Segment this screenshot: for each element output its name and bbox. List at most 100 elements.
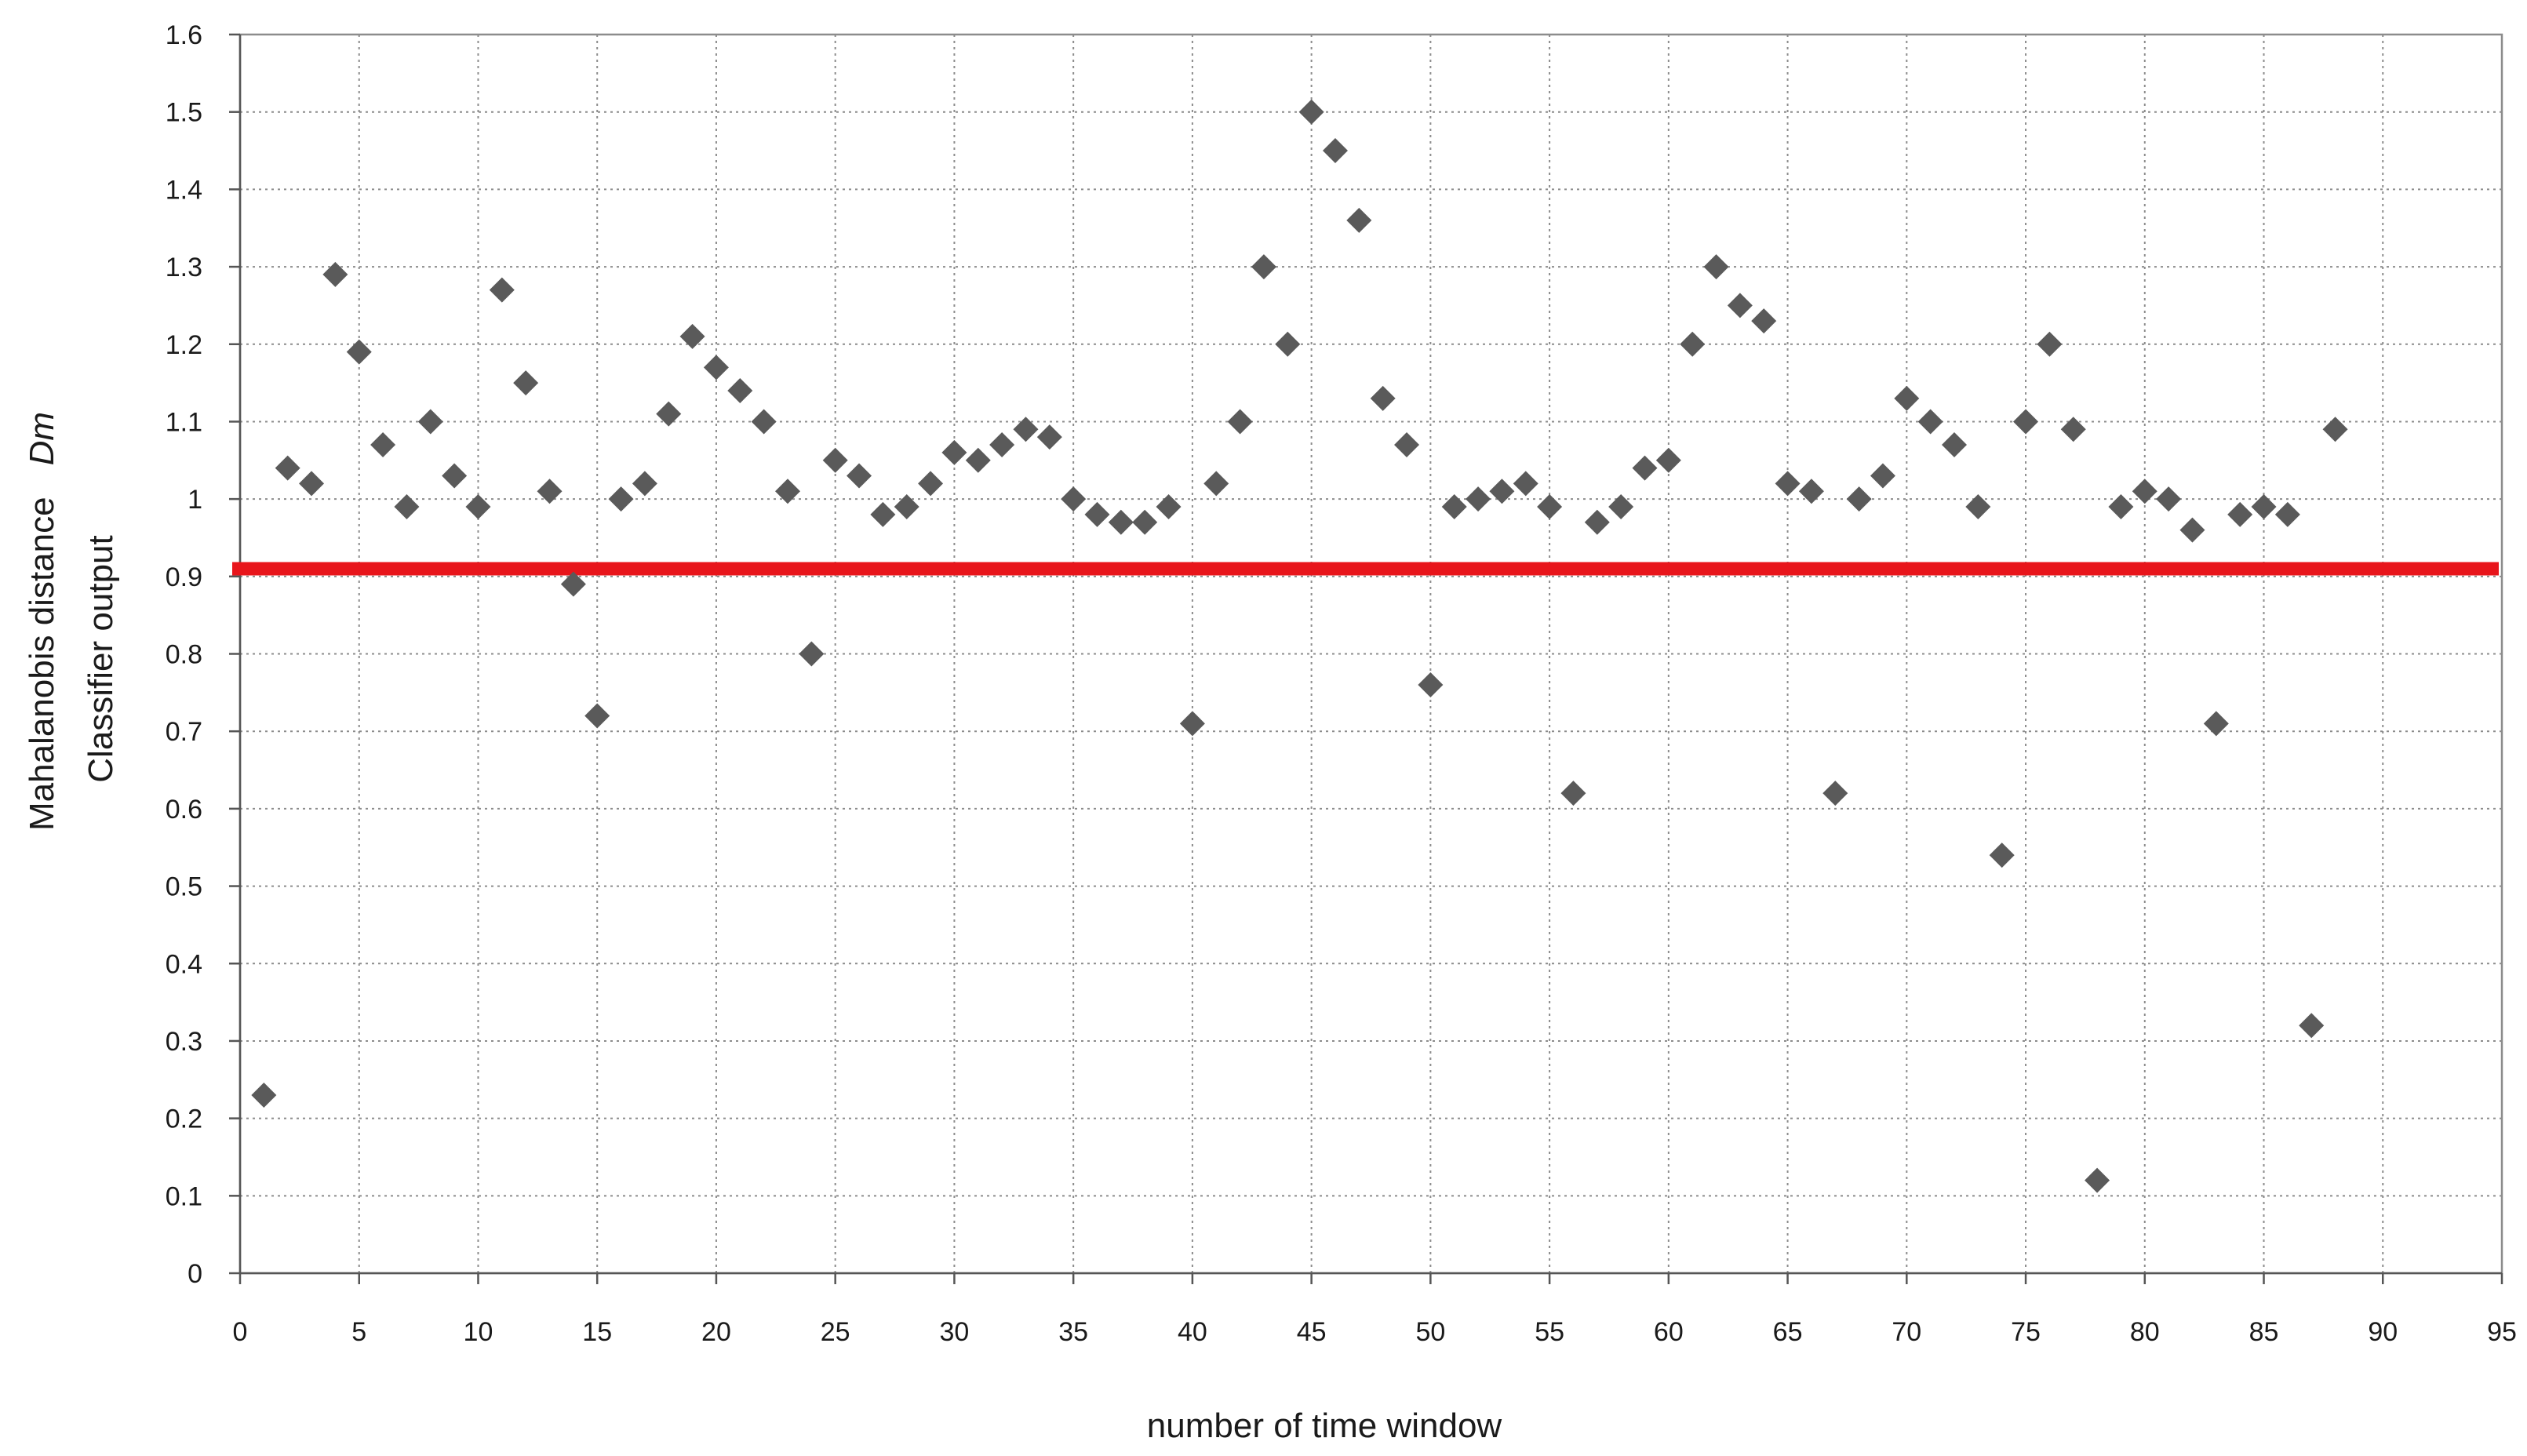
data-point [989,432,1015,458]
x-tick-label: 55 [1535,1317,1564,1347]
y-tick-label: 1.4 [166,175,202,205]
x-tick-label: 5 [351,1317,366,1347]
x-tick-label: 90 [2368,1317,2398,1347]
data-point [489,277,515,303]
data-point [584,703,610,729]
data-point [1846,486,1872,512]
x-tick-label: 30 [940,1317,970,1347]
data-point [1108,509,1134,535]
data-point [1513,471,1538,497]
data-point [1370,385,1396,411]
y-tick-label: 1.2 [166,330,202,360]
data-point [632,471,657,497]
x-tick-label: 0 [233,1317,248,1347]
data-point [965,447,991,473]
data-point [2156,486,2182,512]
data-point [1061,486,1087,512]
data-point [275,455,300,481]
data-point [1632,455,1658,481]
data-point [1346,207,1372,233]
x-tick-label: 50 [1415,1317,1445,1347]
x-tick-label: 20 [701,1317,731,1347]
data-point [1394,432,1420,458]
data-point [1036,424,1062,450]
y-axis-title-line1-symbol: Dm [23,412,61,465]
data-point [560,571,586,597]
x-tick-label: 45 [1297,1317,1327,1347]
data-point [822,447,848,473]
y-tick-label: 1 [188,485,202,515]
data-point [1703,254,1729,280]
data-point [513,370,539,396]
x-tick-label: 60 [1654,1317,1684,1347]
y-axis-title-line2: Classifier output [82,535,120,782]
axes [229,33,2503,1284]
data-point [1322,138,1348,164]
data-point [1084,501,1110,527]
y-tick-label: 0.2 [166,1105,202,1134]
data-point [679,323,705,349]
data-point [1179,711,1205,737]
data-point [1466,486,1491,512]
data-point [1489,479,1515,504]
x-tick-label: 65 [1773,1317,1803,1347]
y-tick-label: 1.6 [166,20,202,50]
y-tick-label: 0.6 [166,795,202,824]
data-point [1584,509,1610,535]
data-point [1727,293,1753,318]
data-point [1132,509,1158,535]
gridlines [240,35,2502,1273]
data-point [1751,308,1777,334]
data-point [703,355,729,380]
data-point [2322,417,2348,442]
data-point [1680,331,1706,357]
data-point [608,486,634,512]
data-point [1227,409,1253,435]
x-tick-label: 15 [582,1317,612,1347]
data-point [1942,432,1968,458]
data-points [251,99,2348,1193]
y-tick-label: 0 [188,1259,202,1289]
y-tick-label: 0.9 [166,562,202,592]
x-tick-label: 80 [2130,1317,2160,1347]
x-tick-label: 40 [1178,1317,1207,1347]
x-tick-labels: 0 5 10 15 20 25 30 35 40 45 50 55 60 65 70 75 80 85 90 95 [233,1317,2517,1347]
y-axis-title-line1: Mahalanobis distance Dm [23,412,61,831]
data-point [1298,99,1324,125]
data-point [322,261,348,287]
y-tick-label: 0.4 [166,949,202,979]
data-point [1822,781,1848,806]
data-point [1870,463,1895,489]
data-point [370,432,396,458]
data-point [1989,843,2015,868]
data-point [1156,493,1182,519]
y-tick-label: 1.1 [166,407,202,437]
data-point [1608,493,1634,519]
data-point [870,501,896,527]
data-point [299,471,325,497]
x-tick-label: 85 [2249,1317,2279,1347]
data-point [894,493,919,519]
x-tick-label: 70 [1892,1317,1921,1347]
data-point [1251,254,1276,280]
data-point [2108,493,2134,519]
data-point [537,479,563,504]
y-tick-label: 0.8 [166,640,202,670]
data-point [1965,493,1991,519]
data-point [941,439,967,465]
data-point [1917,409,1943,435]
x-tick-label: 75 [2011,1317,2041,1347]
data-point [1775,471,1801,497]
data-point [2013,409,2039,435]
x-tick-label: 95 [2487,1317,2517,1347]
data-point [465,493,491,519]
data-point [1441,493,1467,519]
data-point [442,463,468,489]
data-point [1798,479,1824,504]
data-point [847,463,872,489]
data-point [727,377,753,403]
data-point [2274,501,2300,527]
y-tick-label: 0.3 [166,1027,202,1057]
data-point [1275,331,1301,357]
